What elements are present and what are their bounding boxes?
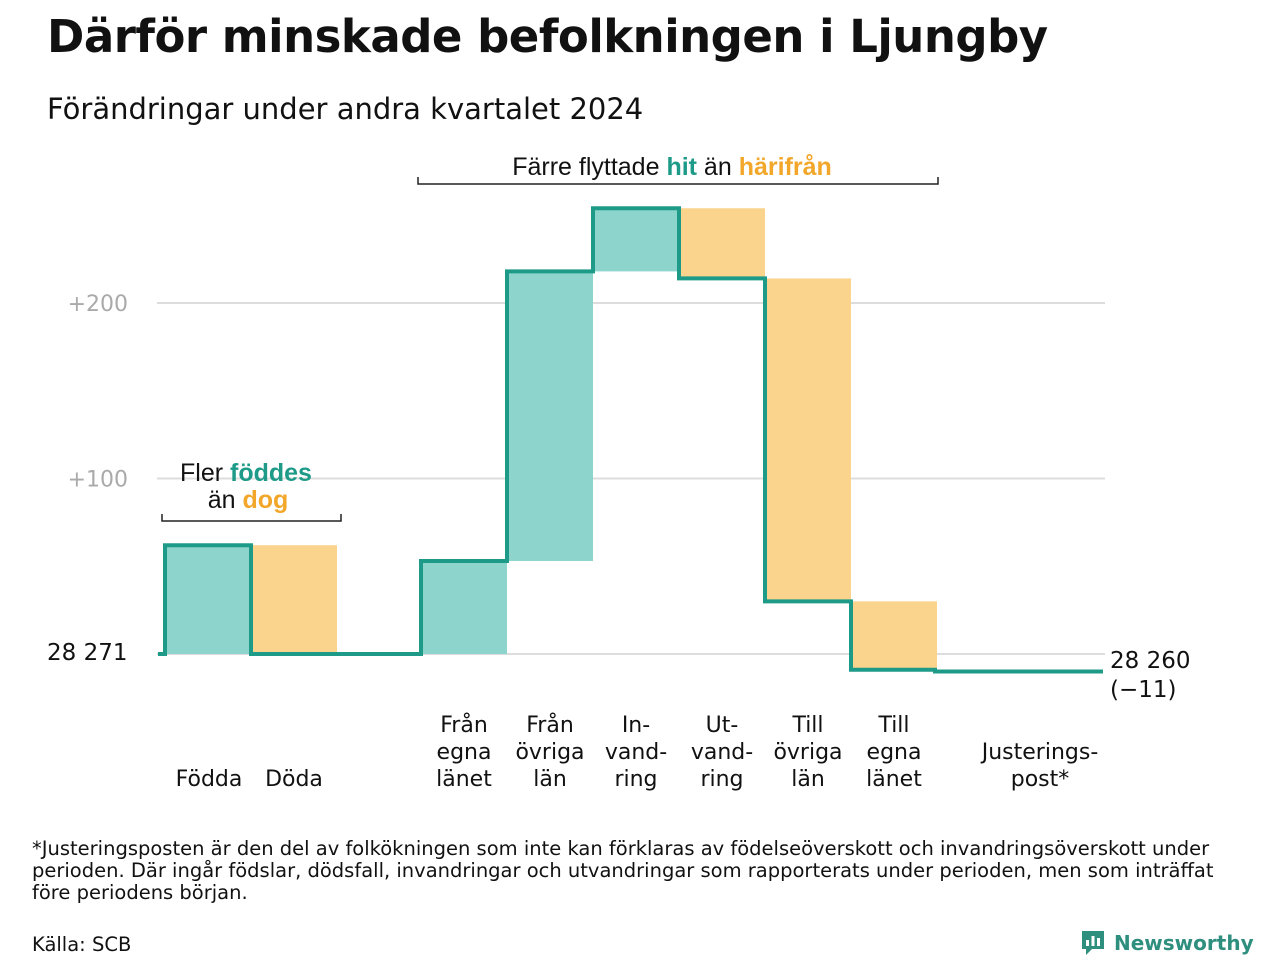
category-label: In- [622, 713, 650, 738]
bar-3 [507, 271, 593, 561]
end-value-label: 28 260 [1110, 648, 1190, 674]
category-label: Justerings- [980, 740, 1099, 765]
chart-title: Därför minskade befolkningen i Ljungby [47, 10, 1048, 63]
category-label: post* [1011, 767, 1070, 792]
category-label: övriga [773, 740, 842, 765]
category-label: Döda [265, 767, 323, 792]
bar-5 [679, 208, 765, 279]
bar-1 [251, 545, 337, 654]
category-label: vand- [605, 740, 667, 765]
category-label: Ut- [706, 713, 739, 738]
category-label: län [791, 767, 825, 792]
brand-name: Newsworthy [1114, 931, 1254, 955]
category-label: egna [437, 740, 492, 765]
category-label: Till [791, 713, 823, 738]
bar-0 [165, 545, 251, 654]
step-line [158, 206, 1103, 674]
footnote: *Justeringsposten är den del av folkökni… [32, 837, 1214, 904]
y-tick-label: +100 [68, 468, 128, 493]
annotation-deaths: än dog [208, 486, 289, 514]
annotation-migration: Färre flyttade hit än härifrån [512, 153, 832, 181]
bar-4 [593, 208, 679, 272]
end-change-label: (−11) [1110, 677, 1176, 703]
start-value-label: 28 271 [47, 640, 127, 666]
category-label: egna [867, 740, 922, 765]
category-label: ring [700, 767, 743, 792]
category-label: Födda [176, 767, 243, 792]
newsworthy-logo-icon [1082, 931, 1104, 955]
category-label: Från [526, 712, 574, 738]
chart-subtitle: Förändringar under andra kvartalet 2024 [47, 92, 644, 126]
category-label: län [533, 767, 567, 792]
source-label: Källa: SCB [32, 933, 132, 956]
y-tick-label: +200 [68, 292, 128, 317]
annotation-births: Fler föddes [180, 459, 312, 487]
bar-6 [765, 278, 851, 602]
bar-2 [421, 560, 507, 654]
newsworthy-logo: Newsworthy [1080, 929, 1254, 957]
annotation-bracket-births [161, 514, 342, 522]
bar-7 [851, 601, 937, 670]
category-label: övriga [515, 740, 584, 765]
category-label: länet [866, 767, 922, 792]
category-label: Från [440, 712, 488, 738]
annotation-bracket-migration [417, 177, 939, 185]
category-label: länet [436, 767, 492, 792]
category-label: ring [614, 767, 657, 792]
category-label: vand- [691, 740, 753, 765]
category-label: Till [877, 713, 909, 738]
